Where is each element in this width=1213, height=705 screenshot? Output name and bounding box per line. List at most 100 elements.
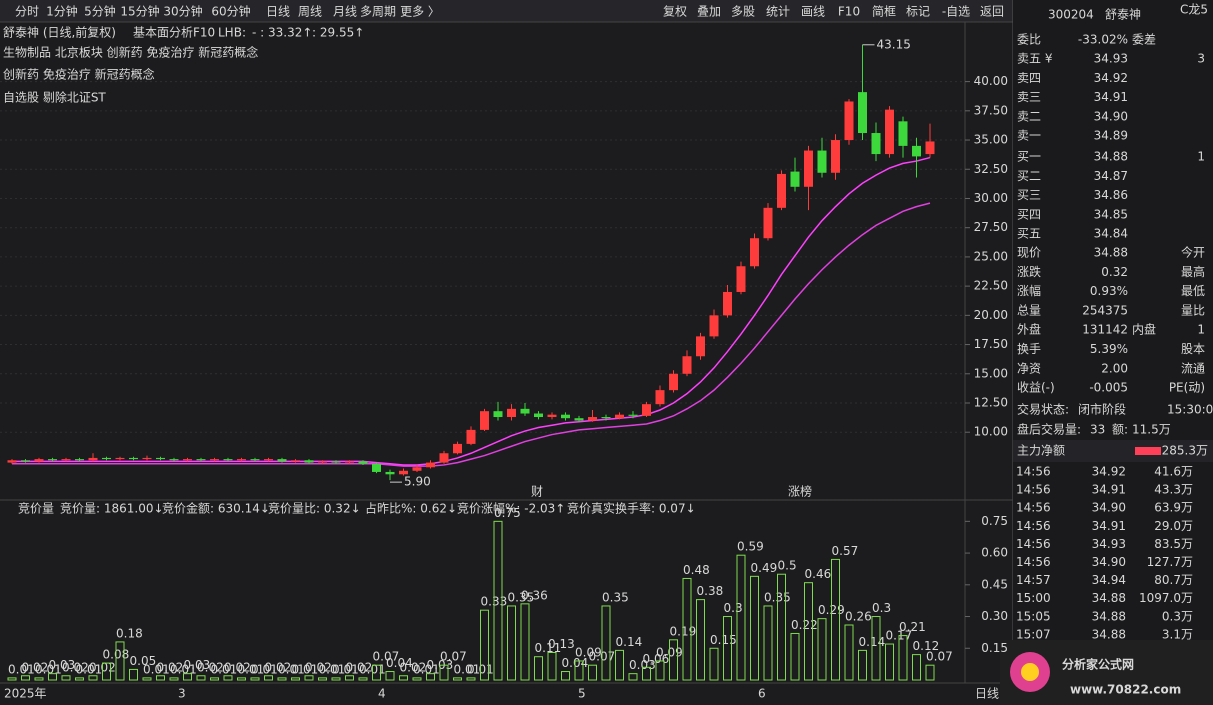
- toolbar-button[interactable]: 5分钟: [84, 4, 116, 19]
- stats-value: -0.005: [1089, 381, 1128, 395]
- tick-volume: 29.0万: [1154, 519, 1193, 533]
- toolbar-button[interactable]: 周线: [298, 5, 322, 19]
- toolbar-button[interactable]: F10: [838, 5, 860, 19]
- value-label: 0.07: [926, 650, 953, 664]
- quote-panel: [1013, 0, 1213, 705]
- toolbar-button[interactable]: 多股: [731, 5, 755, 19]
- content: 分时 1分钟 5分钟 15分钟 30分钟 60分钟 日线 周线 月线 多周期 更多 〉 复权 叠加 多股统…: [0, 3, 1213, 701]
- toolbar-button[interactable]: 1分钟: [46, 4, 78, 19]
- toolbar-button[interactable]: 更多 〉: [400, 5, 440, 19]
- toolbar-button[interactable]: 15分钟: [120, 4, 159, 19]
- indicator-label: 竞价量比: 0.32↓: [268, 502, 361, 516]
- bar: [790, 632, 800, 681]
- toolbar-button[interactable]: 60分钟: [211, 4, 250, 19]
- value-label: 0.01: [319, 662, 346, 676]
- high-annotation: 43.15: [877, 37, 911, 51]
- value-label: 0.02: [197, 660, 224, 674]
- tick-volume: 41.6万: [1154, 465, 1193, 479]
- bar: [709, 647, 719, 681]
- tick-volume: 0.3万: [1162, 609, 1193, 623]
- bar: [21, 675, 30, 681]
- candle-body: [628, 414, 638, 416]
- bar: [439, 664, 449, 681]
- stats-extra: 最低: [1181, 284, 1205, 298]
- candle-body: [588, 417, 597, 421]
- bar: [358, 677, 368, 681]
- candle-body: [102, 457, 111, 460]
- candle-body: [669, 373, 678, 391]
- lhb-label: LHB:: [218, 26, 246, 40]
- bar: [453, 677, 462, 681]
- bar: [466, 677, 476, 681]
- candle-body: [844, 101, 854, 141]
- stats-label: 总量: [1017, 303, 1041, 317]
- bar: [912, 654, 921, 681]
- tick-time: 14:57: [1016, 573, 1051, 587]
- bids-label: 买三: [1017, 188, 1041, 202]
- candle-body: [871, 133, 881, 155]
- y-tick-label: 10.00: [974, 425, 1008, 439]
- toolbar-button[interactable]: 多周期: [360, 5, 396, 19]
- main-net-bg: [1013, 440, 1213, 462]
- toolbar-button[interactable]: 复权: [663, 5, 687, 19]
- candle-body: [48, 459, 57, 461]
- candle-body: [142, 457, 152, 460]
- value-label: 0.59: [737, 540, 764, 554]
- candle-body: [223, 459, 233, 461]
- candle-body: [426, 462, 435, 468]
- stats-value: 254375: [1082, 303, 1128, 317]
- bar: [642, 666, 651, 681]
- bids-label: 买一: [1017, 150, 1041, 164]
- toolbar-button[interactable]: 30分钟: [163, 4, 202, 19]
- stats-extra: 流通: [1181, 361, 1205, 375]
- toolbar-button[interactable]: 月线: [333, 5, 357, 19]
- bar: [507, 605, 516, 681]
- toolbar-button[interactable]: 标记: [906, 5, 930, 19]
- candle-body: [804, 150, 813, 187]
- toolbar-button[interactable]: 统计: [766, 5, 790, 19]
- stats-value: 0.93%: [1090, 284, 1128, 298]
- y-tick-label: 22.50: [974, 279, 1008, 293]
- stats-label: 涨幅: [1017, 283, 1041, 298]
- tick-price: 34.88: [1092, 609, 1126, 623]
- stats-value: 131142: [1082, 323, 1128, 337]
- bar: [223, 675, 233, 681]
- toolbar-button[interactable]: 日线: [266, 5, 290, 19]
- candle-body: [534, 413, 543, 418]
- value-label: 0.01: [211, 662, 238, 676]
- candle-body: [709, 315, 719, 337]
- toolbar-button[interactable]: 返回: [980, 5, 1004, 19]
- after-hours: 33: [1090, 423, 1105, 437]
- toolbar-button[interactable]: 画线: [801, 5, 825, 19]
- value-label: 0.03: [49, 658, 76, 672]
- toolbar-button[interactable]: 叠加: [697, 5, 721, 19]
- toolbar-button[interactable]: 分时: [15, 5, 39, 19]
- tick-price: 34.90: [1092, 555, 1126, 569]
- bar: [601, 605, 611, 681]
- candle-body: [358, 461, 368, 464]
- y-tick-label: 30.00: [974, 191, 1008, 205]
- bar: [817, 618, 827, 681]
- candle-body: [763, 207, 773, 239]
- asks-label: 卖三: [1017, 90, 1041, 104]
- bids-value: 34.84: [1094, 227, 1128, 241]
- tick-volume: 3.1万: [1162, 627, 1193, 641]
- toolbar-button[interactable]: -自选: [942, 5, 970, 19]
- value-label: 0.01: [292, 662, 319, 676]
- value-label: 0.01: [76, 662, 103, 676]
- tick-price: 34.88: [1092, 627, 1126, 641]
- candle-body: [291, 460, 300, 462]
- value-label: 0.14: [616, 635, 643, 649]
- concepts: 创新药 免疫治疗 新冠药概念: [3, 67, 155, 82]
- value-label: 0.07: [373, 650, 400, 664]
- toolbar-button[interactable]: 简框: [872, 5, 896, 19]
- bar: [345, 675, 354, 681]
- asks-value: 34.91: [1094, 90, 1128, 104]
- after-hours: 11.5万: [1132, 423, 1171, 437]
- candle-body: [304, 460, 314, 463]
- after-hours: 盘后交易量:: [1017, 422, 1081, 437]
- value-label: 0.12: [913, 639, 940, 653]
- value-label: 0.49: [751, 561, 778, 575]
- indicator-label: 竞价量: [18, 502, 54, 516]
- bar: [372, 664, 381, 681]
